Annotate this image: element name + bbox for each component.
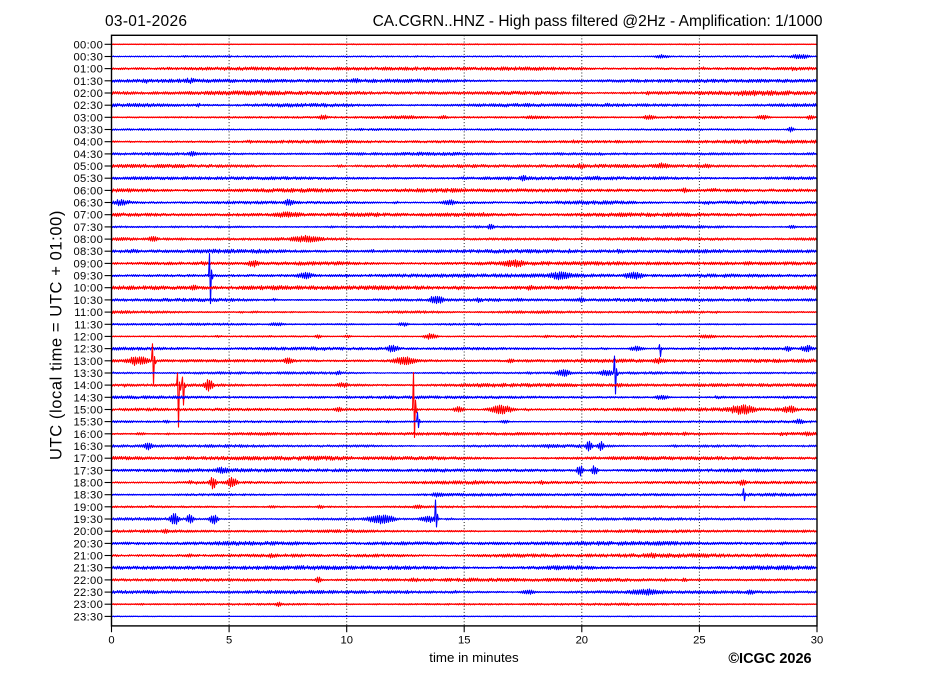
- svg-text:15:00: 15:00: [73, 405, 103, 417]
- svg-text:11:00: 11:00: [74, 307, 103, 319]
- svg-text:00:30: 00:30: [73, 52, 103, 64]
- svg-text:08:00: 08:00: [73, 234, 103, 246]
- svg-text:02:00: 02:00: [73, 88, 103, 100]
- svg-text:09:00: 09:00: [73, 258, 103, 270]
- svg-text:06:30: 06:30: [73, 198, 103, 210]
- svg-text:21:00: 21:00: [73, 551, 103, 563]
- svg-text:time in minutes: time in minutes: [429, 650, 519, 665]
- svg-text:10:30: 10:30: [73, 295, 103, 307]
- svg-text:CA.CGRN..HNZ - High pass filte: CA.CGRN..HNZ - High pass filtered @2Hz -…: [373, 13, 823, 30]
- svg-text:05:00: 05:00: [73, 161, 103, 173]
- svg-text:13:30: 13:30: [73, 368, 103, 380]
- svg-text:12:00: 12:00: [73, 331, 103, 343]
- svg-text:23:30: 23:30: [73, 611, 103, 623]
- svg-text:05:30: 05:30: [73, 173, 103, 185]
- svg-text:08:30: 08:30: [73, 246, 103, 258]
- svg-text:20:30: 20:30: [73, 538, 103, 550]
- svg-text:15: 15: [458, 635, 470, 647]
- svg-text:13:00: 13:00: [73, 356, 103, 368]
- svg-text:30: 30: [811, 635, 823, 647]
- svg-text:20:00: 20:00: [73, 526, 103, 538]
- svg-text:14:00: 14:00: [73, 380, 103, 392]
- svg-text:22:30: 22:30: [73, 587, 103, 599]
- svg-text:5: 5: [226, 635, 232, 647]
- svg-text:21:30: 21:30: [73, 563, 103, 575]
- svg-text:01:30: 01:30: [73, 76, 103, 88]
- svg-text:19:00: 19:00: [73, 502, 103, 514]
- svg-text:03:00: 03:00: [73, 112, 103, 124]
- svg-text:17:30: 17:30: [73, 465, 103, 477]
- svg-text:03:30: 03:30: [73, 125, 103, 137]
- svg-text:10:00: 10:00: [73, 283, 103, 295]
- svg-text:©ICGC 2026: ©ICGC 2026: [728, 651, 811, 667]
- svg-text:17:00: 17:00: [73, 453, 103, 465]
- svg-text:09:30: 09:30: [73, 271, 103, 283]
- svg-text:0: 0: [108, 635, 114, 647]
- svg-text:22:00: 22:00: [73, 575, 103, 587]
- svg-text:07:30: 07:30: [73, 222, 103, 234]
- svg-text:04:30: 04:30: [73, 149, 103, 161]
- svg-text:18:00: 18:00: [73, 478, 103, 490]
- svg-text:23:00: 23:00: [73, 599, 103, 611]
- svg-text:01:00: 01:00: [73, 64, 103, 76]
- svg-text:19:30: 19:30: [73, 514, 103, 526]
- svg-text:UTC (local time = UTC + 01:00): UTC (local time = UTC + 01:00): [48, 210, 66, 460]
- svg-text:14:30: 14:30: [73, 392, 103, 404]
- svg-text:12:30: 12:30: [73, 344, 103, 356]
- svg-text:16:30: 16:30: [73, 441, 103, 453]
- svg-text:16:00: 16:00: [73, 429, 103, 441]
- svg-text:07:00: 07:00: [73, 210, 103, 222]
- svg-text:02:30: 02:30: [73, 100, 103, 112]
- svg-text:15:30: 15:30: [73, 417, 103, 429]
- svg-text:06:00: 06:00: [73, 185, 103, 197]
- svg-text:03-01-2026: 03-01-2026: [105, 13, 187, 30]
- svg-text:00:00: 00:00: [73, 39, 103, 51]
- svg-text:20: 20: [576, 635, 588, 647]
- svg-text:11:30: 11:30: [74, 319, 103, 331]
- svg-text:18:30: 18:30: [73, 490, 103, 502]
- svg-text:10: 10: [340, 635, 352, 647]
- svg-text:04:00: 04:00: [73, 137, 103, 149]
- svg-text:25: 25: [693, 635, 705, 647]
